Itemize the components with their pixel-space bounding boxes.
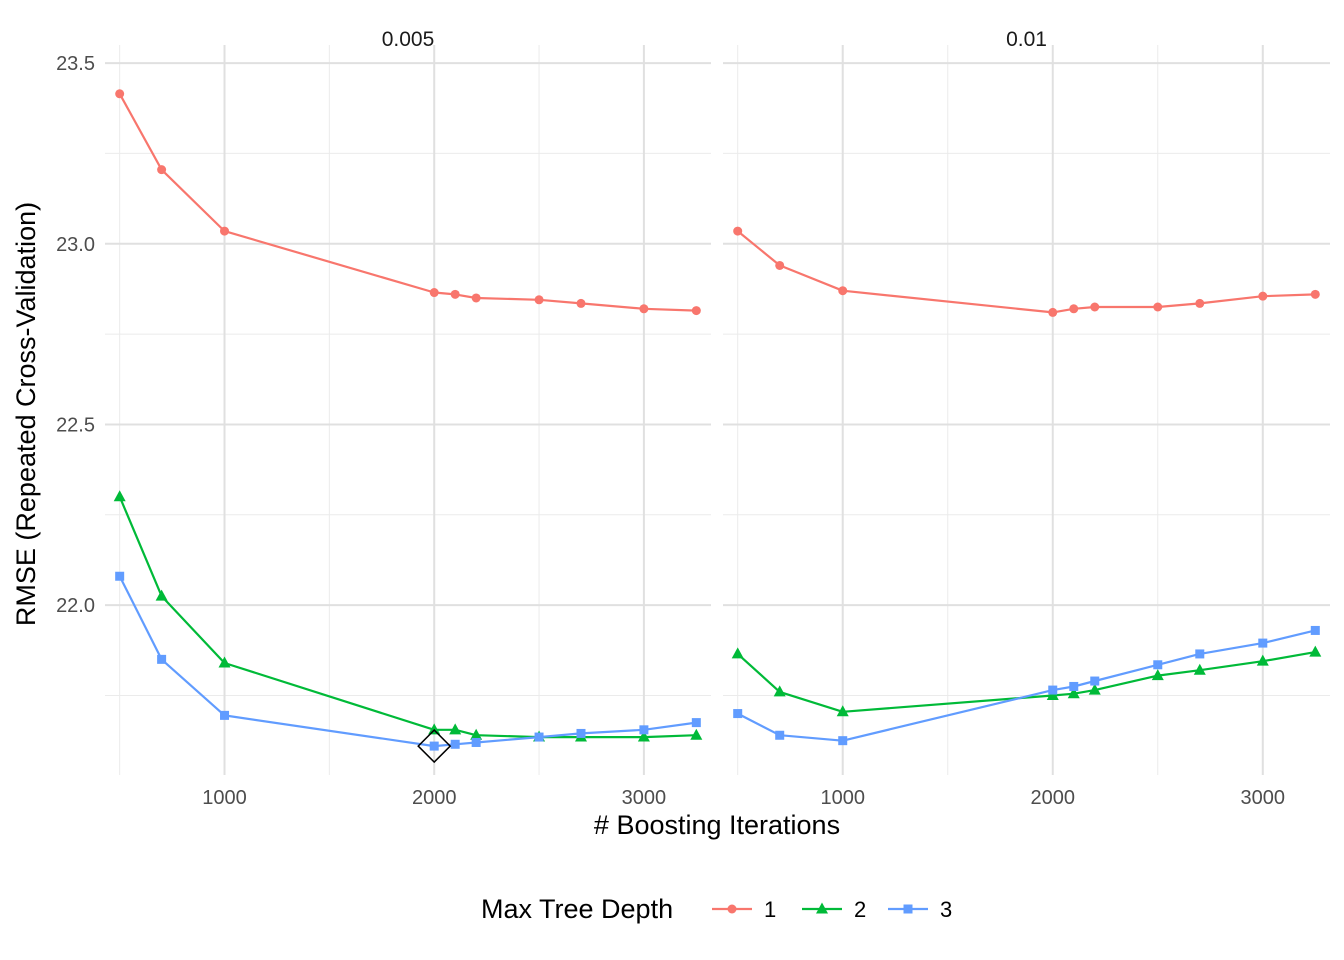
data-point-series-1 [1153,302,1163,312]
data-point-series-1 [1310,289,1320,299]
data-point-series-1 [1090,302,1100,312]
data-point-series-1 [1048,307,1058,317]
data-point-series-2 [773,685,786,697]
data-point-series-3 [1153,660,1163,670]
series-line-2 [736,651,1316,713]
data-point-series-1 [429,288,439,298]
data-point-series-3 [576,728,586,738]
data-point-series-3 [157,654,167,664]
data-point-series-2 [1151,669,1164,681]
data-point-series-2 [836,705,849,717]
legend-label-1: 1 [764,897,776,922]
data-point-series-1 [1195,298,1205,308]
data-point-series-2 [218,656,231,668]
y-axis-title: RMSE (Repeated Cross-Validation) [11,202,41,626]
facet-strip-label: 0.01 [1006,28,1047,51]
data-point-series-3 [534,732,544,742]
data-point-series-1 [471,293,481,303]
x-axis-title: # Boosting Iterations [594,810,840,840]
data-point-series-2 [1067,687,1080,699]
data-point-series-1 [733,226,743,236]
data-point-series-3 [1048,685,1058,695]
data-point-series-3 [1069,681,1079,691]
legend-key-marker-1 [727,904,737,914]
data-point-series-1 [534,295,544,305]
panel-0.01: 0.01 1000 2000 3000 [723,28,1330,809]
y-tick-label: 22.0 [56,595,95,617]
data-point-series-1 [1069,304,1079,314]
y-tick-label: 23.5 [56,53,95,75]
legend-key-marker-2 [816,902,828,914]
data-point-series-3 [691,718,701,728]
data-point-series-1 [639,304,649,314]
data-point-series-3 [1195,649,1205,659]
data-point-series-3 [1258,638,1268,648]
data-point-series-3 [429,741,439,751]
y-tick-label: 22.5 [56,414,95,436]
data-point-series-3 [733,709,743,719]
best-tune-diamond-marker [417,729,452,764]
facet-strip-label: 0.005 [382,28,435,51]
legend-label-2: 2 [854,897,866,922]
x-tick-label: 2000 [412,787,457,809]
legend-title: Max Tree Depth [481,894,673,924]
series-line-1 [118,93,697,312]
legend-key-marker-3 [903,904,913,914]
x-tick-label: 2000 [1031,787,1076,809]
data-point-series-2 [1309,645,1322,657]
data-point-series-2 [731,647,744,659]
data-point-series-3 [838,736,848,746]
data-point-series-2 [428,723,441,735]
data-point-series-3 [1310,625,1320,635]
legend-label-3: 3 [940,897,952,922]
legend: Max Tree Depth 1 2 3 [481,894,952,924]
panel-0.005: 0.005 1000 2000 3000 [105,28,711,809]
data-point-series-1 [775,260,785,270]
data-point-series-2 [1256,654,1269,666]
data-point-series-1 [450,289,460,299]
series-line-3 [118,575,697,748]
series-line-3 [737,629,1316,742]
x-tick-label: 3000 [1241,787,1286,809]
data-point-series-1 [157,165,167,175]
data-point-series-3 [471,737,481,747]
data-point-series-2 [637,730,650,742]
series-line-1 [737,230,1316,314]
data-point-series-3 [450,739,460,749]
data-point-series-1 [838,286,848,296]
x-tick-label: 1000 [820,787,865,809]
chart-panels: 0.005 1000 2000 3000 0.01 1000 2000 3000 [105,28,1330,809]
data-point-series-1 [115,89,125,99]
data-point-series-1 [691,306,701,316]
y-tick-label: 23.0 [56,234,95,256]
data-point-series-1 [1258,291,1268,301]
x-tick-label: 3000 [622,787,667,809]
data-point-series-1 [220,226,230,236]
x-tick-label: 1000 [202,787,247,809]
data-point-series-3 [1090,676,1100,686]
data-point-series-3 [115,571,125,581]
data-point-series-2 [1088,683,1101,695]
data-point-series-3 [775,730,785,740]
data-point-series-2 [113,490,126,502]
y-axis-ticks: 22.0 22.5 23.0 23.5 [56,53,95,617]
data-point-series-2 [449,723,462,735]
series-line-2 [118,496,697,739]
data-point-series-2 [470,728,483,740]
data-point-series-2 [155,589,168,601]
data-point-series-2 [690,728,703,740]
data-point-series-3 [639,725,649,735]
data-point-series-3 [220,710,230,720]
data-point-series-2 [1193,663,1206,675]
data-point-series-1 [576,298,586,308]
